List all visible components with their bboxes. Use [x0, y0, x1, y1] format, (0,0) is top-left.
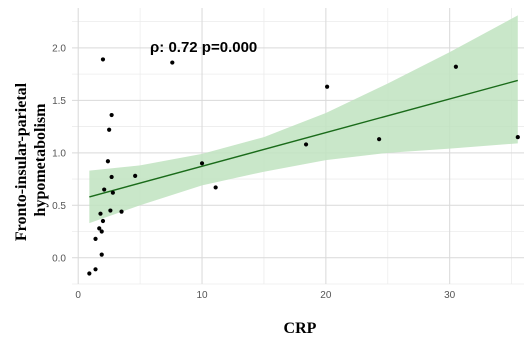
correlation-annotation: ρ: 0.72 p=0.000	[150, 39, 257, 56]
data-point	[119, 209, 124, 214]
y-tick-labels: 0.0 0.5 1.0 1.5 2.0	[52, 43, 66, 264]
x-tick-label: 10	[196, 290, 208, 301]
data-point	[325, 84, 330, 89]
regression-line	[89, 79, 518, 198]
y-tick-label: 2.0	[52, 43, 66, 54]
data-point	[199, 161, 205, 166]
data-point	[93, 267, 98, 272]
x-tick-label: 30	[444, 290, 456, 301]
confidence-band	[89, 15, 518, 224]
data-point	[303, 142, 309, 147]
data-point	[97, 226, 102, 231]
data-point	[87, 271, 92, 276]
data-point	[107, 127, 112, 132]
data-point	[515, 134, 520, 140]
data-points	[87, 57, 520, 276]
data-point	[110, 190, 115, 195]
data-point	[109, 174, 114, 180]
data-point	[377, 137, 382, 142]
fit-line-layer	[89, 79, 518, 198]
data-point	[105, 159, 111, 164]
y-axis-title-line-1: Fronto-insular-parietal	[13, 82, 30, 241]
data-point	[93, 236, 98, 241]
y-tick-label: 1.5	[52, 96, 66, 107]
data-point	[213, 185, 218, 190]
data-point	[99, 252, 104, 257]
x-tick-labels: 0 10 20 30	[75, 290, 455, 301]
data-point	[108, 208, 113, 213]
data-point	[100, 218, 106, 224]
confidence-band-layer	[89, 15, 518, 224]
data-point	[453, 64, 458, 69]
data-point	[98, 211, 103, 216]
y-tick-label: 0.0	[52, 253, 66, 264]
data-point	[100, 57, 106, 62]
data-point	[170, 60, 175, 65]
y-axis-title-line-2: hypometabolism	[32, 103, 49, 217]
data-point	[99, 229, 104, 234]
x-tick-label: 0	[75, 290, 81, 301]
data-point	[133, 173, 138, 179]
x-tick-label: 20	[320, 290, 332, 301]
y-tick-label: 1.0	[52, 148, 66, 159]
data-point	[102, 187, 107, 192]
y-tick-label: 0.5	[52, 201, 66, 212]
x-axis-title: CRP	[284, 320, 317, 337]
y-axis-title: Fronto-insular-parietal hypometabolism	[13, 79, 49, 241]
data-point	[109, 112, 114, 118]
